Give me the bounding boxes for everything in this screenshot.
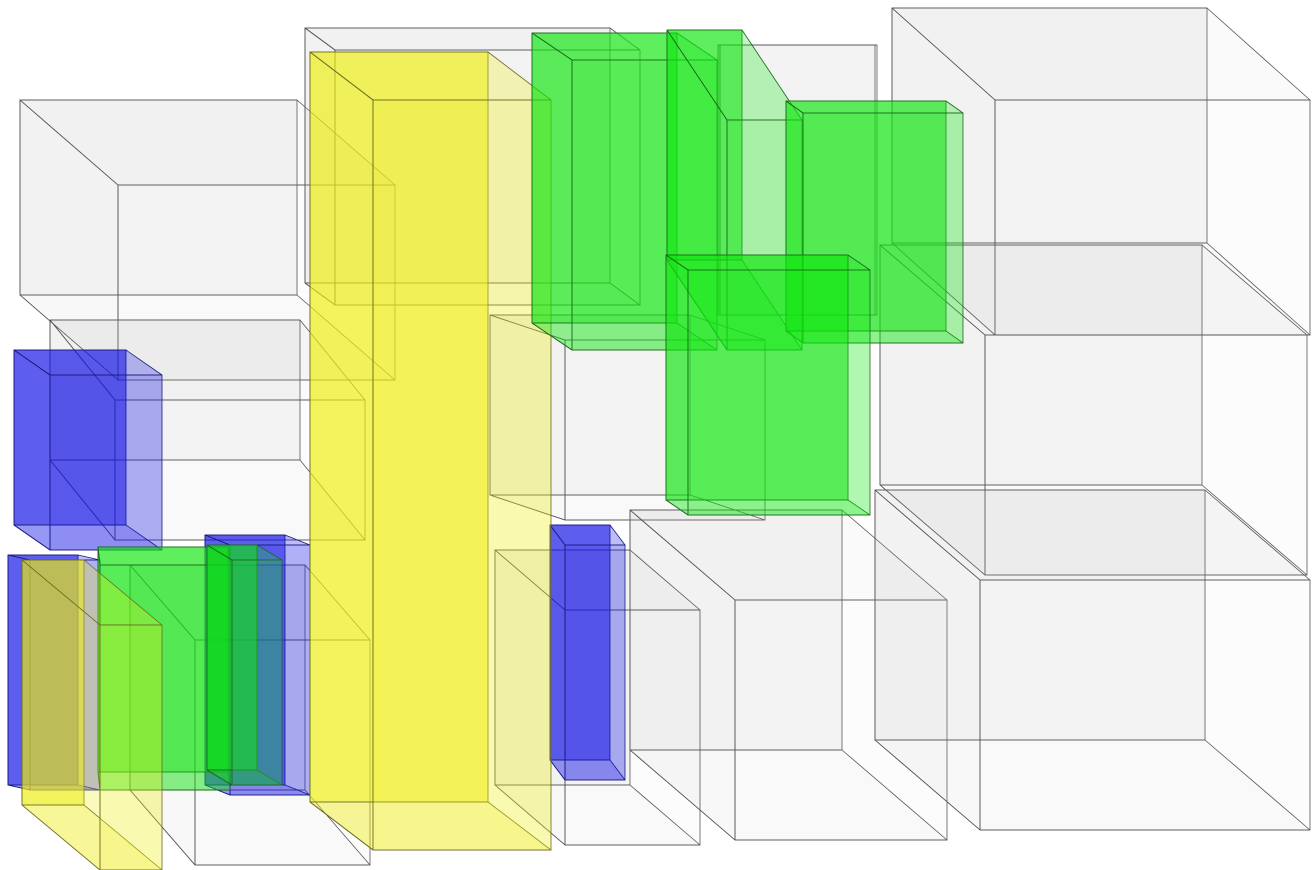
box-side: [310, 52, 373, 850]
box-top: [666, 255, 870, 270]
box-front: [100, 625, 162, 870]
box-front: [232, 560, 282, 785]
box-front: [980, 580, 1310, 830]
box-front: [688, 270, 870, 515]
box-side: [666, 255, 688, 515]
box-side: [207, 545, 232, 785]
box-side: [550, 525, 565, 780]
box-side: [14, 350, 50, 550]
box-side: [532, 33, 572, 350]
box-front: [565, 545, 625, 780]
box-front: [373, 100, 551, 850]
box-top: [786, 101, 963, 113]
box-front: [50, 375, 162, 550]
